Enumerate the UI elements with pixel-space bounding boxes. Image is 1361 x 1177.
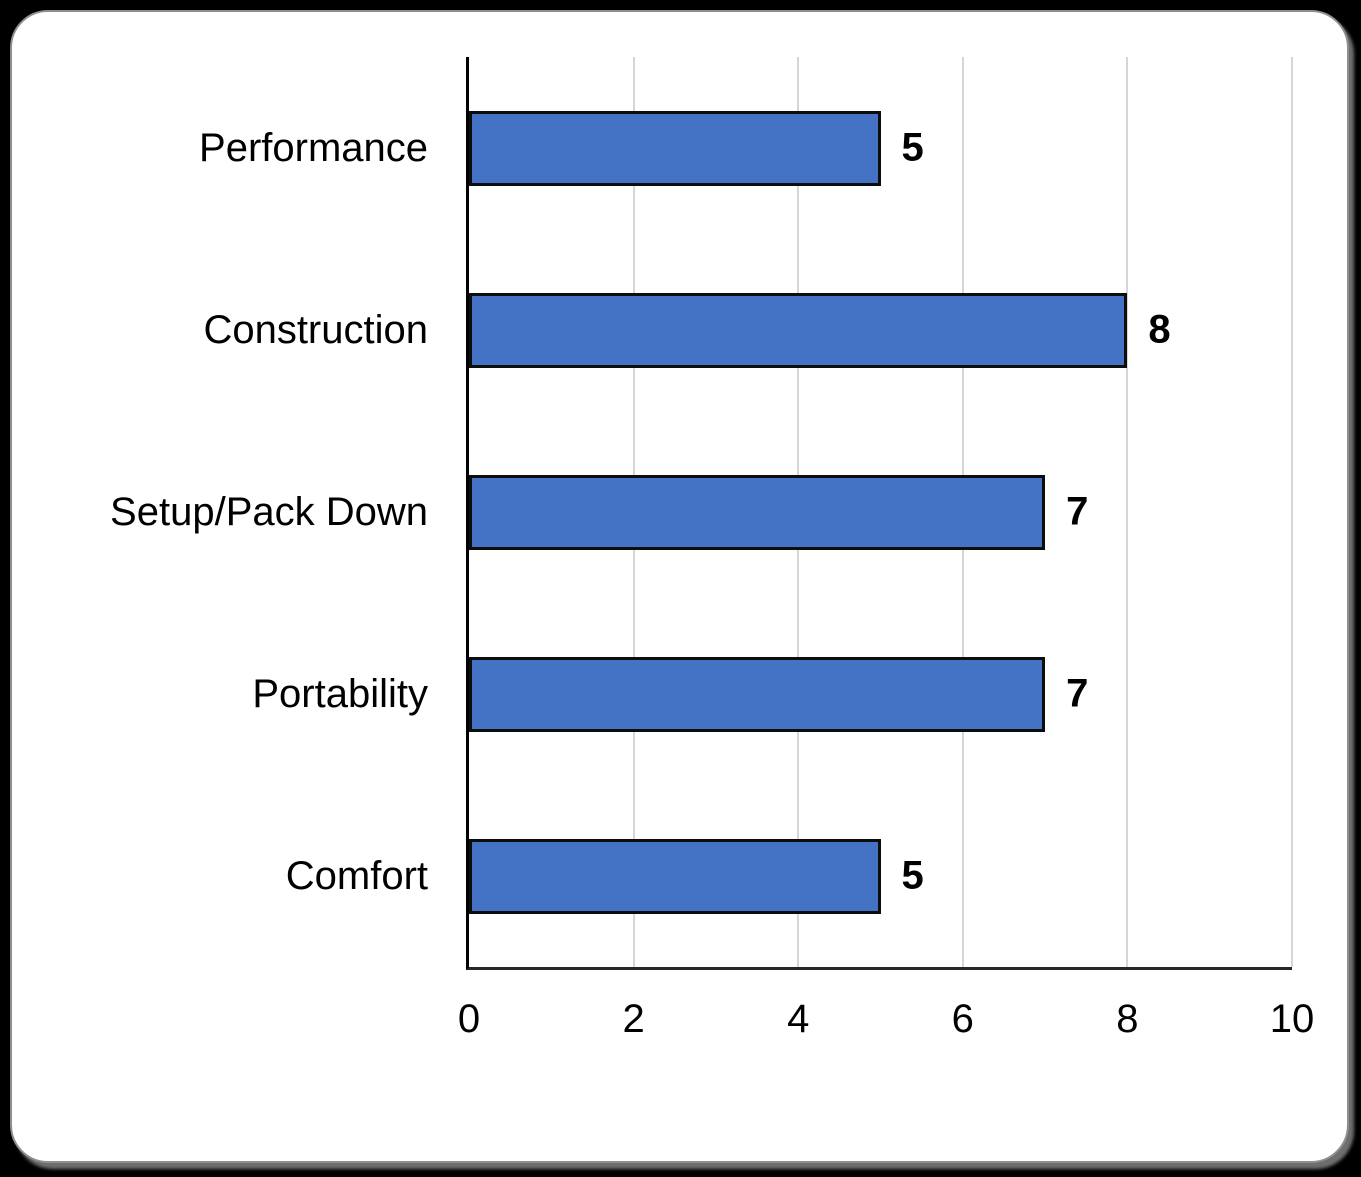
- bar: 5: [469, 838, 924, 914]
- category-label: Portability: [252, 671, 428, 716]
- bar-row: 5: [469, 57, 1292, 239]
- x-tick-label: 2: [622, 997, 645, 1041]
- x-tick-label: 10: [1269, 997, 1315, 1041]
- x-tick-label: 0: [457, 997, 481, 1041]
- bar: 7: [469, 656, 1088, 732]
- bar: 8: [469, 292, 1171, 368]
- plot-area: 5 8 7 7 5: [466, 57, 1293, 970]
- x-tick-label: 4: [787, 997, 810, 1041]
- data-label: 7: [1066, 489, 1089, 534]
- data-label: 8: [1148, 307, 1171, 352]
- data-label: 5: [901, 853, 924, 898]
- category-label: Performance: [199, 125, 428, 170]
- x-tick-label: 8: [1116, 997, 1139, 1041]
- category-axis-labels: Performance Construction Setup/Pack Down Po…: [12, 57, 428, 967]
- category-label: Setup/Pack Down: [110, 489, 428, 534]
- category-label: Construction: [203, 307, 428, 352]
- bar: 7: [469, 474, 1088, 550]
- bar-row: 7: [469, 421, 1292, 603]
- data-label: 7: [1066, 671, 1089, 716]
- bar-row: 7: [469, 603, 1292, 785]
- x-tick-label: 6: [951, 997, 974, 1041]
- gridline: [1126, 57, 1129, 967]
- bar-row: 8: [469, 239, 1292, 421]
- bar: 5: [469, 110, 924, 186]
- bar-row: 5: [469, 785, 1292, 967]
- category-label: Comfort: [285, 853, 428, 898]
- gridline: [1291, 57, 1293, 967]
- chart-card: Performance Construction Setup/Pack Down Po…: [10, 10, 1349, 1163]
- x-axis-tick-labels: 0 2 4 6 8 10: [12, 997, 1347, 1057]
- data-label: 5: [901, 125, 924, 170]
